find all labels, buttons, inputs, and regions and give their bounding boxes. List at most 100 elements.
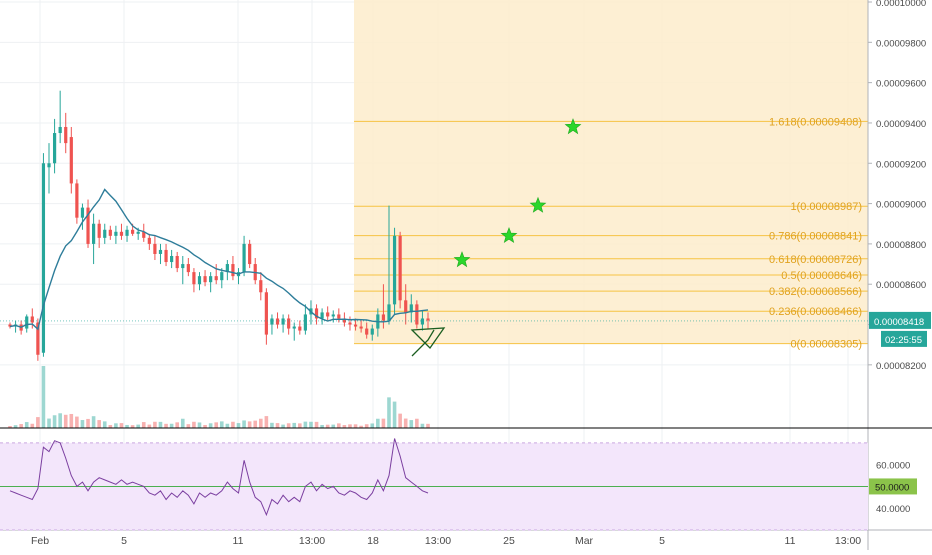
volume-bar bbox=[219, 421, 224, 428]
candle-body bbox=[192, 272, 196, 285]
volume-bar bbox=[102, 421, 107, 428]
volume-bar bbox=[91, 416, 96, 428]
volume-bar bbox=[320, 424, 324, 428]
candle-body bbox=[320, 312, 324, 319]
volume-bar bbox=[376, 418, 380, 428]
fib-level-label: 0(0.00008305) bbox=[790, 339, 862, 351]
volume-bar bbox=[381, 418, 386, 428]
volume-bar bbox=[114, 423, 118, 428]
candle-body bbox=[175, 255, 179, 269]
volume-bar bbox=[192, 421, 196, 428]
volume-bar bbox=[415, 418, 419, 428]
volume-bar bbox=[108, 425, 113, 428]
volume-bar bbox=[331, 424, 336, 428]
volume-bar bbox=[392, 401, 397, 428]
candle-body bbox=[292, 326, 296, 329]
candle-body bbox=[97, 223, 101, 238]
arrow-shaft bbox=[411, 329, 435, 357]
candle-body bbox=[142, 231, 146, 238]
volume-bar bbox=[242, 420, 246, 428]
candle-body bbox=[287, 318, 291, 329]
candle-body bbox=[30, 316, 34, 323]
volume-bar bbox=[52, 415, 57, 428]
candle-body bbox=[52, 133, 57, 164]
candle-body bbox=[41, 163, 46, 353]
volume-bar bbox=[337, 423, 341, 428]
candle-body bbox=[326, 312, 330, 317]
candle-body bbox=[337, 314, 341, 319]
candle-body bbox=[69, 137, 73, 184]
price-tick-label: 0.00010000 bbox=[876, 0, 926, 9]
volume-bar bbox=[208, 423, 213, 428]
moving-average-line bbox=[9, 188, 429, 331]
volume-bar bbox=[314, 421, 319, 428]
volume-bar bbox=[275, 423, 280, 428]
time-axis-label: 5 bbox=[121, 535, 127, 547]
volume-bar bbox=[398, 413, 402, 428]
volume-bar bbox=[292, 422, 297, 428]
candle-body bbox=[214, 276, 218, 281]
candle-body bbox=[47, 163, 51, 168]
candle-body bbox=[108, 229, 112, 236]
candle-body bbox=[136, 231, 140, 234]
time-axis-label: 11 bbox=[785, 535, 796, 547]
candle-body bbox=[36, 322, 40, 355]
candle-body bbox=[64, 126, 68, 144]
volume-bar bbox=[264, 416, 269, 428]
countdown-badge bbox=[881, 330, 927, 347]
volume-bar bbox=[69, 413, 74, 428]
price-tick-label: 0.00009400 bbox=[876, 119, 926, 130]
countdown-label: 02:25:55 bbox=[885, 335, 922, 346]
volume-bar bbox=[231, 421, 235, 428]
volume-bar bbox=[370, 423, 375, 428]
time-axis-label: 13:00 bbox=[835, 535, 861, 547]
volume-bar bbox=[286, 423, 291, 428]
star-icon bbox=[500, 226, 518, 243]
volume-bar bbox=[97, 420, 101, 428]
volume-bar bbox=[119, 423, 124, 428]
candle-body bbox=[426, 318, 430, 321]
time-axis-label: 13:00 bbox=[299, 535, 325, 547]
candle-body bbox=[75, 183, 79, 218]
volume-bar bbox=[270, 422, 274, 428]
volume-bar bbox=[325, 424, 330, 428]
candle-body bbox=[381, 314, 386, 321]
candle-body bbox=[298, 326, 302, 331]
candle-body bbox=[147, 237, 151, 244]
current-price-label: 0.00008418 bbox=[874, 317, 924, 328]
volume-bar bbox=[197, 422, 202, 428]
volume-bar bbox=[58, 413, 62, 428]
candle-body bbox=[281, 318, 285, 325]
rsi-tick-label: 60.0000 bbox=[876, 461, 910, 472]
candle-body bbox=[264, 292, 268, 335]
candle-body bbox=[415, 304, 419, 325]
fib-level-label: 0.786(0.00008841) bbox=[769, 231, 862, 243]
volume-bar bbox=[203, 424, 207, 428]
volume-bar bbox=[225, 423, 230, 428]
current-price-badge bbox=[869, 311, 931, 329]
star-icon bbox=[564, 118, 582, 135]
time-axis-label: Feb bbox=[31, 535, 49, 547]
candle-body bbox=[231, 264, 235, 277]
candle-body bbox=[353, 324, 358, 327]
candle-body bbox=[409, 304, 413, 313]
price-tick-label: 0.00008800 bbox=[876, 240, 926, 251]
volume-bar bbox=[141, 422, 146, 428]
fib-level-label: 0.5(0.00008646) bbox=[781, 270, 862, 282]
candle-body bbox=[225, 264, 229, 273]
volume-bar bbox=[164, 423, 168, 428]
star-icon bbox=[529, 196, 547, 213]
volume-bar bbox=[342, 425, 347, 428]
candle-body bbox=[398, 235, 402, 301]
candle-body bbox=[303, 314, 307, 331]
time-axis-label: 25 bbox=[503, 535, 515, 547]
candle-body bbox=[370, 328, 374, 335]
volume-bar bbox=[247, 421, 252, 428]
candle-body bbox=[114, 231, 118, 236]
volume-bar bbox=[303, 421, 308, 428]
volume-bar bbox=[309, 421, 313, 428]
volume-bar bbox=[19, 424, 23, 428]
candle-body bbox=[125, 229, 129, 236]
